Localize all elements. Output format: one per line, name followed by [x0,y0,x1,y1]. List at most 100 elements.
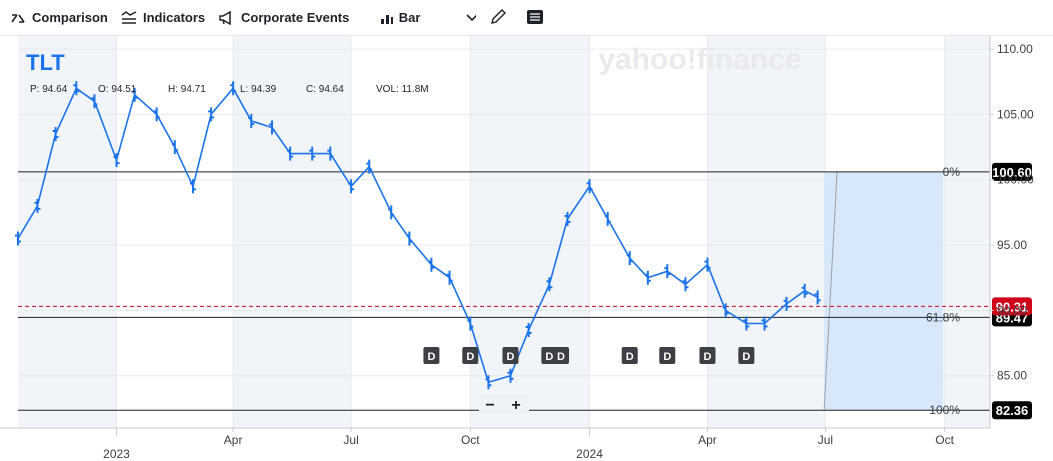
dividend-marker-box [502,347,519,364]
dividend-marker-box [699,347,716,364]
dividend-marker-label: D [557,351,565,363]
price-bar [664,264,671,279]
price-bar [783,296,790,311]
price-bar [388,205,395,220]
dividend-marker-box [423,347,440,364]
price-bar [644,270,651,285]
price-bar [682,277,689,292]
price-bar [171,140,178,155]
dividend-marker-box [738,347,755,364]
price-bar [34,198,41,213]
ohlc-h: H: 94.71 [168,84,206,95]
ohlc-l: L: 94.39 [240,84,277,95]
ohlc-o: O: 94.51 [98,84,137,95]
price-bar [546,277,553,292]
indicators-button[interactable]: Indicators [121,10,205,25]
price-bar [269,120,276,135]
level-badge-text: 100.60 [992,165,1032,180]
y-tick-label: 100.00 [997,173,1034,187]
fib-level-label: 0% [943,165,961,179]
x-tick-label: Jul [818,433,833,447]
price-bar [604,211,611,226]
indicators-label: Indicators [143,10,206,25]
level-badge [992,401,1032,420]
price-bar [309,146,316,161]
price-line [17,86,818,384]
price-bar [15,231,21,246]
level-badge-text: 82.36 [996,403,1029,418]
comparison-label: Comparison [32,10,108,25]
price-bar [52,127,59,141]
corporate-events-button[interactable]: Corporate Events [218,10,349,25]
dividend-marker-label: D [703,351,711,363]
price-bar [485,375,492,390]
price-bar [801,283,808,298]
x-tick-label: Oct [461,433,480,447]
dividend-marker[interactable]: D [659,347,676,364]
table-view-button[interactable] [526,9,544,25]
chart-background [18,36,990,428]
dividend-marker[interactable]: D [738,347,755,364]
dividend-marker[interactable]: D [553,347,570,364]
price-bar [153,107,160,122]
chart-type-select[interactable]: Bar [380,10,476,25]
dividend-marker[interactable]: D [621,347,638,364]
megaphone-icon [219,10,231,25]
dividend-marker[interactable]: D [502,347,519,364]
price-bar [113,153,120,168]
corporate-events-label: Corporate Events [241,10,350,25]
price-series [15,81,821,390]
dividend-marker[interactable]: D [423,347,440,364]
y-tick-label: 110.00 [997,42,1033,56]
dividend-marker-label: D [742,351,750,363]
yahoo-finance-watermark: yahoo!finance [598,43,801,76]
price-bar [722,303,729,318]
fib-level-label: 61.8% [926,310,960,324]
zoom-in-button[interactable]: + [511,397,520,414]
price-bar [73,81,80,96]
zoom-out-button[interactable]: − [485,397,494,414]
x-year-label: 2023 [103,447,130,461]
price-bar [366,159,373,174]
price-bar [446,270,453,285]
shaded-band [18,36,117,428]
dividend-marker-label: D [466,351,474,363]
price-bar [230,81,237,96]
ohlc-p: P: 94.64 [30,84,68,95]
price-bar [525,323,532,337]
dividend-marker-label: D [507,351,515,363]
price-bar [743,316,750,331]
price-bar [327,146,334,161]
comparison-button[interactable]: Comparison [10,10,108,25]
x-tick-label: Jul [343,433,358,447]
price-bar [91,94,98,109]
dividend-marker[interactable]: D [462,347,479,364]
x-tick-label: Apr [224,433,243,447]
price-bar [428,257,435,272]
axes: 110.00 105.00 100.00 95.00 90.00 85.00 Apr Jul O… [0,36,1034,461]
draw-button[interactable] [489,8,507,26]
ohlc-vol: VOL: 11.8M [376,84,429,95]
price-bar [189,179,196,194]
symbol-label: TLT [26,50,65,75]
price-bar [467,316,474,331]
price-bar [564,211,571,226]
y-tick-label: 85.00 [997,369,1027,383]
fib-trend-line [823,171,838,411]
pencil-icon [491,9,506,24]
price-bar [248,113,255,128]
dividend-marker-label: D [545,351,553,363]
price-bar [586,179,593,194]
dividend-marker-label: D [663,351,671,363]
zoom-controls: − + [479,394,529,414]
x-tick-label: Oct [935,433,954,447]
shaded-band [707,36,826,428]
price-bar [626,251,633,266]
fib-level-label: 100% [929,403,960,417]
price-bar [131,87,138,102]
dividend-marker[interactable]: D [699,347,716,364]
level-badge [992,162,1032,181]
